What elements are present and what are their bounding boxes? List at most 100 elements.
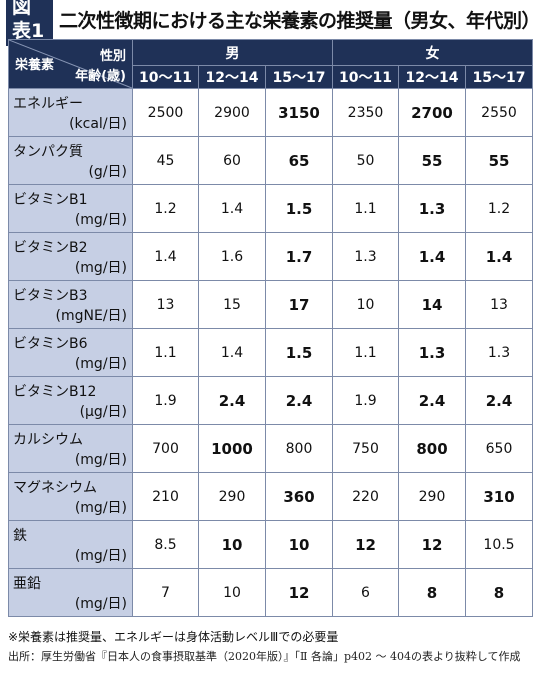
footnote: ※栄養素は推奨量、エネルギーは身体活動レベルⅢでの必要量 (8, 630, 339, 644)
value-cell: 290 (398, 472, 466, 521)
table-row: タンパク質 (g/日) 45 60 65 50 55 55 (8, 136, 533, 185)
nutrient-name: 亜鉛 (13, 576, 41, 592)
value-cell: 1.4 (198, 328, 266, 377)
value-cell: 2550 (465, 88, 533, 137)
value-cell: 7 (132, 568, 199, 617)
value-cell: 1.5 (265, 184, 333, 233)
value-cell: 14 (398, 280, 466, 329)
nutrient-label-cell: ビタミンB6 (mg/日) (8, 328, 133, 377)
value-cell: 10 (332, 280, 399, 329)
table-row: マグネシウム (mg/日) 210 290 360 220 290 310 (8, 472, 533, 521)
value-cell: 55 (465, 136, 533, 185)
value-cell: 1.2 (465, 184, 533, 233)
value-cell: 15 (198, 280, 266, 329)
value-cell: 800 (265, 424, 333, 473)
value-cell: 10 (265, 520, 333, 569)
nutrient-unit: (mg/日) (74, 356, 127, 372)
age-header-cell: 12〜14 (398, 65, 466, 89)
header-female: 女 (332, 39, 533, 66)
value-cell: 1.4 (198, 184, 266, 233)
value-cell: 800 (398, 424, 466, 473)
value-cell: 1.2 (132, 184, 199, 233)
value-cell: 1.6 (198, 232, 266, 281)
table-row: ビタミンB6 (mg/日) 1.1 1.4 1.5 1.1 1.3 1.3 (8, 328, 533, 377)
figure-header: 図表1 二次性徴期における主な栄養素の推奨量（男女、年代別） (0, 0, 540, 46)
value-cell: 65 (265, 136, 333, 185)
figure-title: 二次性徴期における主な栄養素の推奨量（男女、年代別） (58, 9, 540, 32)
value-cell: 1.3 (332, 232, 399, 281)
value-cell: 45 (132, 136, 199, 185)
table-row: 亜鉛 (mg/日) 7 10 12 6 8 8 (8, 568, 533, 617)
nutrient-label-cell: ビタミンB2 (mg/日) (8, 232, 133, 281)
nutrient-unit: (mg/日) (74, 260, 127, 276)
value-cell: 8 (465, 568, 533, 617)
nutrient-unit: (g/日) (88, 164, 127, 180)
nutrient-unit: (mg/日) (74, 452, 127, 468)
value-cell: 2.4 (465, 376, 533, 425)
value-cell: 1.7 (265, 232, 333, 281)
value-cell: 12 (332, 520, 399, 569)
age-header-cell: 12〜14 (198, 65, 266, 89)
value-cell: 12 (265, 568, 333, 617)
value-cell: 1000 (198, 424, 266, 473)
nutrient-name: マグネシウム (13, 480, 97, 496)
nutrient-label-cell: タンパク質 (g/日) (8, 136, 133, 185)
value-cell: 2500 (132, 88, 199, 137)
value-cell: 10 (198, 520, 266, 569)
nutrient-unit: (mgNE/日) (55, 308, 127, 324)
header-sex-label: 性別 (99, 49, 126, 64)
age-header-cell: 15〜17 (265, 65, 333, 89)
value-cell: 10.5 (465, 520, 533, 569)
value-cell: 210 (132, 472, 199, 521)
age-header-row: 10〜11 12〜14 15〜17 10〜11 12〜14 15〜17 (9, 65, 533, 89)
value-cell: 1.3 (398, 328, 466, 377)
nutrient-name: ビタミンB3 (13, 288, 88, 304)
value-cell: 1.1 (332, 184, 399, 233)
corner-divider-lines (9, 40, 132, 88)
table-row: エネルギー (kcal/日) 2500 2900 3150 2350 2700 2550 (8, 88, 533, 137)
nutrient-unit: (mg/日) (74, 548, 127, 564)
header-nutrient-label: 栄養素 (15, 58, 55, 73)
value-cell: 700 (132, 424, 199, 473)
age-header-cell: 10〜11 (332, 65, 399, 89)
nutrient-unit: (mg/日) (74, 596, 127, 612)
nutrient-name: エネルギー (13, 96, 83, 112)
value-cell: 13 (465, 280, 533, 329)
age-header-cell: 10〜11 (132, 65, 199, 89)
value-cell: 60 (198, 136, 266, 185)
value-cell: 17 (265, 280, 333, 329)
value-cell: 1.5 (265, 328, 333, 377)
nutrient-label-cell: マグネシウム (mg/日) (8, 472, 133, 521)
header-corner: 性別 栄養素 年齢(歳) (8, 39, 133, 89)
nutrient-label-cell: カルシウム (mg/日) (8, 424, 133, 473)
nutrient-name: カルシウム (13, 432, 83, 448)
value-cell: 8.5 (132, 520, 199, 569)
nutrient-name: タンパク質 (13, 144, 83, 160)
value-cell: 290 (198, 472, 266, 521)
nutrient-unit: (mg/日) (74, 212, 127, 228)
nutrient-name: ビタミンB12 (13, 384, 97, 400)
value-cell: 6 (332, 568, 399, 617)
header-male: 男 (132, 39, 333, 66)
value-cell: 8 (398, 568, 466, 617)
value-cell: 2900 (198, 88, 266, 137)
value-cell: 2350 (332, 88, 399, 137)
value-cell: 13 (132, 280, 199, 329)
value-cell: 55 (398, 136, 466, 185)
value-cell: 220 (332, 472, 399, 521)
header-age-label: 年齢(歳) (75, 69, 126, 84)
table-row: ビタミンB12 (μg/日) 1.9 2.4 2.4 1.9 2.4 2.4 (8, 376, 533, 425)
value-cell: 1.3 (398, 184, 466, 233)
nutrient-name: ビタミンB6 (13, 336, 88, 352)
source-citation: 出所：厚生労働省『日本人の食事摂取基準（2020年版）』「Ⅱ 各論」p402 〜… (8, 650, 521, 663)
value-cell: 2.4 (398, 376, 466, 425)
nutrient-unit: (mg/日) (74, 500, 127, 516)
value-cell: 650 (465, 424, 533, 473)
value-cell: 1.9 (332, 376, 399, 425)
nutrient-table: 性別 栄養素 年齢(歳) 男 女 10〜11 12〜14 15〜17 10〜11 12〜… (8, 39, 533, 617)
value-cell: 3150 (265, 88, 333, 137)
table-row: ビタミンB1 (mg/日) 1.2 1.4 1.5 1.1 1.3 1.2 (8, 184, 533, 233)
value-cell: 2700 (398, 88, 466, 137)
table-body: エネルギー (kcal/日) 2500 2900 3150 2350 2700 2550 タンパ… (8, 88, 533, 617)
nutrient-label-cell: ビタミンB1 (mg/日) (8, 184, 133, 233)
